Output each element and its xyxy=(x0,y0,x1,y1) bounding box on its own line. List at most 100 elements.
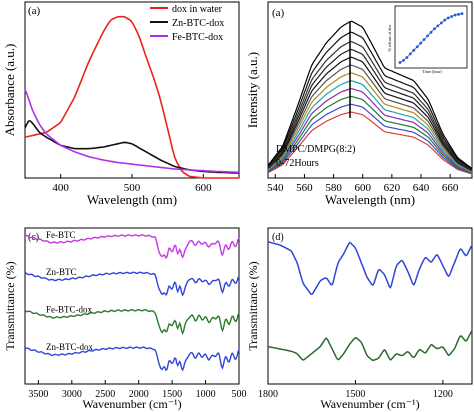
series-group-ftir-full xyxy=(24,234,240,372)
legend-label-zn-btc-dox: Zn-BTC-dox xyxy=(172,18,224,29)
intensity-curve-8 xyxy=(267,48,473,171)
inset-point xyxy=(398,61,402,64)
x-axis-label-absorbance: Wavelength (nm) xyxy=(87,192,177,207)
intensity-curve-7 xyxy=(267,56,473,172)
x-tick-label: 1500 xyxy=(162,389,182,400)
x-tick-label: 2500 xyxy=(95,389,115,400)
inset-point xyxy=(415,45,419,49)
x-tick-label: 640 xyxy=(413,182,430,194)
series-group-ftir-zoom xyxy=(267,241,473,362)
inset-point xyxy=(446,16,450,20)
inset-point xyxy=(460,12,464,16)
x-tick-label: 1800 xyxy=(258,389,278,400)
y-axis-label-ftir-full: Transmittance (%) xyxy=(3,261,17,350)
series-line-zn-btc-dox xyxy=(24,120,240,174)
ftir-line-fe-btc xyxy=(24,234,240,260)
intensity-curve-9 xyxy=(267,41,473,171)
legend-absorbance: dox in water Zn-BTC-dox Fe-BTC-dox xyxy=(150,4,224,43)
inset-point xyxy=(402,59,405,62)
inset-y-label: % release of dox xyxy=(387,25,392,52)
legend-label-dox-in-water: dox in water xyxy=(172,4,223,15)
inset-point xyxy=(436,24,440,28)
intensity-curve-11 xyxy=(267,20,473,169)
panel-ftir-full: (c) 3500 3000 2500 2000 1500 1000 500 Wavenumb… xyxy=(3,227,247,411)
x-tick-label: 2000 xyxy=(129,389,149,400)
series-line-fe-btc-dox xyxy=(24,89,240,174)
inset-x-label: Time (hour) xyxy=(422,69,442,74)
legend-label-fe-btc-dox: Fe-BTC-dox xyxy=(172,32,223,43)
inset-point xyxy=(439,21,443,25)
x-tick-label: 1500 xyxy=(345,389,365,400)
y-axis-label-intensity: Intensity (a.u.) xyxy=(245,52,260,128)
inset-point xyxy=(429,30,433,34)
series-labels-ftir-full: Fe-BTC Zn-BTC Fe-BTC-dox Zn-BTC-dox xyxy=(46,230,93,352)
inset-point xyxy=(408,52,412,56)
inset-point xyxy=(433,27,436,31)
x-tick-label: 620 xyxy=(384,182,401,194)
ftir-label-zn-btc: Zn-BTC xyxy=(46,267,77,277)
ftir-label-zn-btc-dox: Zn-BTC-dox xyxy=(46,342,93,352)
ftir-zoom-line-1 xyxy=(267,330,473,362)
panel-ftir-zoom: (d) 1800 1500 1200 Wavenumber (cm⁻¹) Trans… xyxy=(246,227,473,411)
plot-frame-ftir-full xyxy=(24,227,240,385)
intensity-curve-10 xyxy=(267,31,473,170)
inset-point xyxy=(457,12,460,16)
ftir-line-fe-btc-dox xyxy=(24,308,240,336)
intensity-curve-6 xyxy=(267,64,473,172)
inset-release-plot: Time (hour) % release of dox xyxy=(387,5,468,74)
x-tick-label: 600 xyxy=(195,182,212,194)
x-tick-label: 600 xyxy=(354,182,371,194)
inset-point xyxy=(426,34,429,38)
x-tick-label: 400 xyxy=(52,182,69,194)
x-tick-label: 540 xyxy=(267,182,284,194)
panel-intensity: (a) 540 560 580 600 620 640 660 Wavelength (nm… xyxy=(245,1,473,207)
intensity-curve-3 xyxy=(267,88,473,174)
inset-point xyxy=(412,48,416,52)
inset-point xyxy=(450,15,454,18)
inset-point xyxy=(419,41,423,45)
x-tick-label: 1000 xyxy=(196,389,216,400)
panel-label-ftir-zoom: (d) xyxy=(272,232,284,243)
plot-frame-intensity xyxy=(267,1,473,179)
x-tick-label: 500 xyxy=(124,182,141,194)
x-tick-label: 500 xyxy=(232,389,247,400)
intensity-curve-5 xyxy=(267,72,473,173)
x-axis-ticks-absorbance: 400 500 600 xyxy=(52,174,212,194)
x-tick-label: 580 xyxy=(325,182,342,194)
annotation-lipid-ratio: DMPC/DMPG(8:2) xyxy=(276,144,355,155)
x-axis-label-ftir-full: Wavenumber (cm⁻¹) xyxy=(82,397,181,411)
intensity-curve-2 xyxy=(267,95,473,174)
x-axis-ticks-intensity: 540 560 580 600 620 640 660 xyxy=(267,174,459,194)
y-axis-label-absorbance: Absorbance (a.u.) xyxy=(2,44,17,137)
x-tick-label: 1200 xyxy=(433,389,453,400)
inset-point xyxy=(405,56,409,59)
panel-label-intensity: (a) xyxy=(272,7,285,19)
x-axis-ticks-ftir-full: 3500 3000 2500 2000 1500 1000 500 xyxy=(28,380,247,400)
inset-point xyxy=(453,13,457,17)
panel-label-absorbance: (a) xyxy=(28,5,41,17)
x-tick-label: 3000 xyxy=(62,389,82,400)
intensity-curve-4 xyxy=(267,80,473,173)
series-line-dox-in-water xyxy=(24,15,239,179)
x-axis-ticks-ftir-zoom: 1800 1500 1200 xyxy=(258,380,453,400)
series-group-absorbance xyxy=(24,15,240,179)
x-tick-label: 660 xyxy=(442,182,459,194)
ftir-label-fe-btc-dox: Fe-BTC-dox xyxy=(46,305,92,315)
ftir-line-zn-btc-dox xyxy=(24,346,240,372)
inset-series xyxy=(398,12,464,64)
annotation-time-range: 0-72Hours xyxy=(276,158,319,169)
intensity-curve-1 xyxy=(267,103,473,174)
inset-point xyxy=(443,18,447,22)
series-group-intensity xyxy=(267,20,473,175)
x-axis-label-intensity: Wavelength (nm) xyxy=(325,192,415,207)
inset-point xyxy=(422,38,426,41)
x-axis-label-ftir-zoom: Wavenumber (cm⁻¹) xyxy=(320,397,419,411)
ftir-label-fe-btc: Fe-BTC xyxy=(46,230,76,240)
intensity-curve-0 xyxy=(267,111,473,175)
ftir-zoom-line-0 xyxy=(267,241,473,296)
x-tick-label: 3500 xyxy=(28,389,48,400)
x-tick-label: 560 xyxy=(296,182,313,194)
panel-absorbance: (a) 400 500 600 Wavelength (nm) Absorbance… xyxy=(2,1,240,207)
y-axis-label-ftir-zoom: Transmittance (%) xyxy=(246,261,260,350)
